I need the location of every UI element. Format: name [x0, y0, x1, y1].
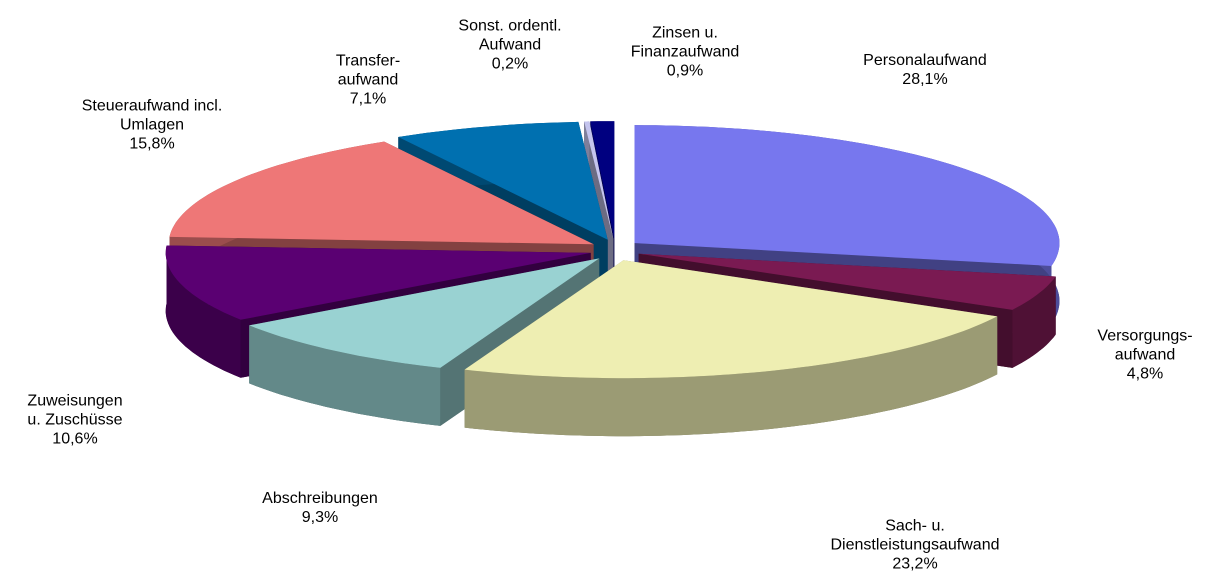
slice-label: Versorgungs- aufwand 4,8% — [1097, 327, 1192, 384]
slice — [634, 125, 1060, 266]
slice — [249, 258, 600, 368]
slice-outer-wall — [249, 325, 441, 426]
value-label: 10,6% — [52, 430, 98, 448]
category-label: Sach- u. Dienstleistungsaufwand — [830, 517, 1000, 554]
value-label: 7,1% — [349, 90, 387, 108]
category-label: Steueraufwand incl. Umlagen — [81, 97, 223, 134]
slice-label: Sach- u. Dienstleistungsaufwand 23,2% — [831, 517, 1000, 574]
value-label: 28,1% — [902, 71, 948, 88]
category-label: Sonst. ordentl. Aufwand — [458, 17, 562, 54]
value-label: 23,2% — [892, 555, 938, 573]
value-label: 0,9% — [666, 62, 704, 80]
slice-label: Personalaufwand 28,1% — [863, 51, 987, 89]
category-label: Transfer- aufwand — [335, 52, 401, 89]
slice — [398, 121, 608, 240]
slice-label: Transfer- aufwand 7,1% — [336, 52, 400, 109]
slice — [169, 141, 594, 245]
slice — [165, 245, 591, 320]
slice-outer-wall — [165, 245, 241, 378]
slice — [584, 121, 614, 240]
slice — [590, 121, 615, 240]
value-label: 15,8% — [129, 135, 175, 153]
category-label: Zinsen u. Finanzaufwand — [630, 24, 740, 61]
slice-label: Steueraufwand incl. Umlagen 15,8% — [82, 97, 223, 154]
value-label: 4,8% — [1126, 365, 1164, 383]
category-label: Personalaufwand — [863, 52, 987, 69]
slice-label: Sonst. ordentl. Aufwand 0,2% — [458, 17, 561, 74]
slice-label: Zuweisungen u. Zuschüsse 10,6% — [27, 392, 122, 449]
slice — [464, 260, 998, 379]
slice-label: Zinsen u. Finanzaufwand 0,9% — [631, 24, 740, 81]
category-label: Versorgungs- aufwand — [1097, 327, 1193, 364]
slice-outer-wall — [464, 316, 998, 437]
slice-label: Abschreibungen 9,3% — [262, 489, 378, 527]
value-label: 9,3% — [301, 509, 339, 526]
category-label: Abschreibungen — [262, 490, 378, 507]
slice-outer-wall — [1012, 276, 1056, 368]
value-label: 0,2% — [491, 55, 529, 73]
category-label: Zuweisungen u. Zuschüsse — [27, 392, 123, 429]
slice — [638, 253, 1056, 310]
